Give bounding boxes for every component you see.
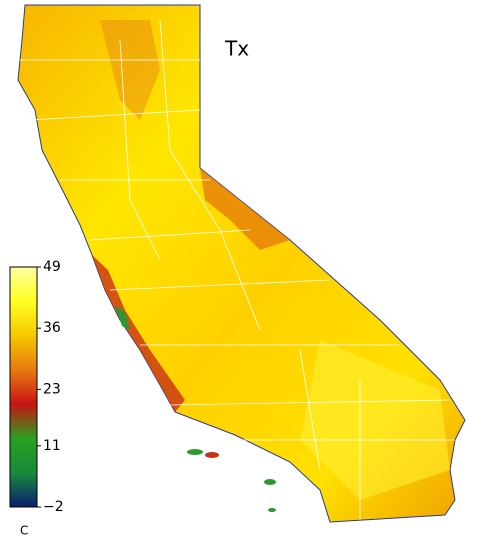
california-map — [17, 4, 466, 523]
map-title: Tx — [224, 37, 249, 61]
county-lines — [20, 19, 455, 520]
colorbar-tick-label: 11 — [43, 438, 61, 454]
colorbar-tick-label: 23 — [43, 381, 61, 397]
green-coast — [115, 305, 130, 330]
colorbar-tick-label: 49 — [43, 259, 61, 275]
colorbar-tick-label: 36 — [43, 320, 61, 336]
islands — [187, 449, 276, 512]
colorbar-tick-label: −2 — [43, 499, 64, 515]
colorbar: −2 11 23 36 49 C — [9, 259, 64, 538]
colorbar-unit: C — [20, 524, 28, 538]
cool-coast — [92, 255, 185, 412]
mountain-band — [100, 20, 160, 120]
desert-heat — [300, 340, 450, 500]
colorbar-scale — [9, 266, 38, 508]
hot-ridge — [200, 168, 290, 250]
